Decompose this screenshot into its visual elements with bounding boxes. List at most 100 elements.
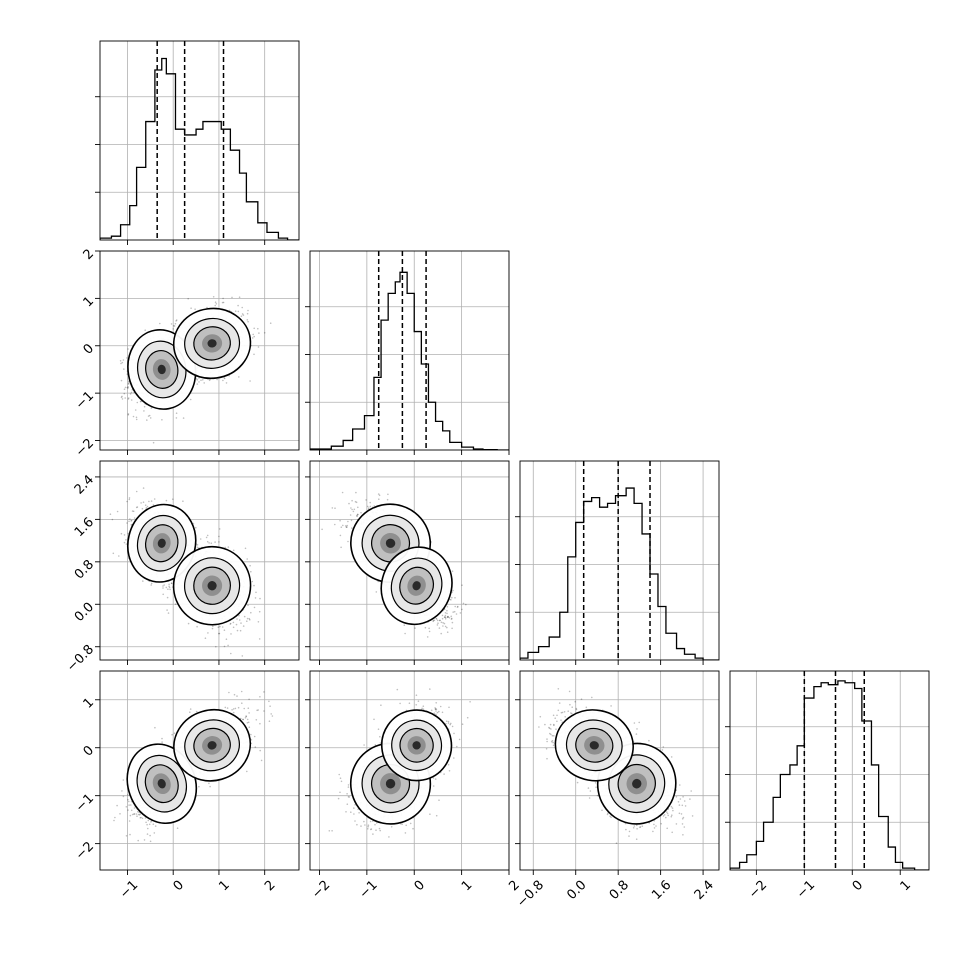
scatter-point (238, 619, 241, 621)
scatter-point (446, 605, 449, 608)
scatter-point (356, 514, 358, 517)
scatter-point (124, 397, 126, 399)
scatter-point (130, 524, 133, 526)
scatter-point (135, 418, 138, 421)
scatter-point (223, 645, 226, 648)
scatter-point (215, 645, 217, 648)
scatter-point (224, 546, 226, 549)
scatter-point (444, 614, 447, 617)
scatter-point (357, 513, 359, 516)
scatter-point (348, 502, 350, 505)
panel-frame (99, 460, 300, 661)
scatter-point (125, 543, 128, 545)
scatter-point (168, 586, 171, 589)
scatter-point (228, 309, 231, 312)
y-tick-label-2-1: 0.0 (72, 600, 97, 625)
scatter-point (346, 526, 348, 528)
scatter-point (174, 322, 177, 325)
scatter-point (167, 612, 170, 614)
scatter-point (217, 626, 220, 628)
scatter-point (246, 617, 249, 620)
scatter-point (254, 597, 257, 599)
scatter-point (126, 500, 128, 503)
scatter-point (239, 629, 242, 632)
scatter-point (208, 542, 210, 544)
scatter-point (206, 534, 209, 537)
scatter-point (196, 383, 199, 385)
scatter-point (175, 412, 178, 415)
scatter-point (159, 322, 161, 325)
scatter-point (240, 622, 242, 624)
scatter-point (116, 510, 119, 513)
scatter-point (241, 655, 244, 657)
scatter-point (189, 398, 192, 401)
scatter-point (143, 410, 145, 412)
scatter-point (451, 570, 454, 572)
scatter-point (127, 387, 129, 389)
scatter-point (222, 379, 224, 382)
scatter-point (365, 499, 367, 501)
scatter-point (168, 583, 170, 586)
scatter-point (205, 536, 208, 539)
scatter-point (125, 539, 127, 541)
histogram-1 (310, 271, 509, 450)
scatter-point (165, 586, 168, 589)
scatter-point (353, 508, 356, 511)
scatter-point (257, 621, 260, 623)
scatter-point (196, 379, 199, 381)
scatter-point (347, 540, 349, 543)
scatter-point (414, 627, 416, 629)
scatter-point (123, 368, 125, 370)
scatter-point (451, 596, 453, 599)
scatter-point (230, 652, 232, 655)
scatter-point (230, 633, 232, 635)
scatter-point (200, 379, 202, 382)
scatter-point (130, 520, 132, 522)
scatter-point (221, 626, 224, 628)
scatter-point (169, 588, 171, 591)
scatter-point (237, 304, 239, 307)
scatter-point (150, 407, 153, 409)
scatter-point (174, 603, 177, 605)
scatter-point (452, 589, 454, 592)
scatter-point (351, 527, 353, 529)
scatter-point (167, 588, 169, 590)
scatter-point (199, 538, 202, 540)
scatter-point (214, 541, 216, 543)
scatter-point (387, 493, 389, 496)
scatter-point (357, 506, 359, 509)
scatter-point (386, 498, 389, 501)
scatter-point (121, 361, 124, 364)
scatter-point (439, 619, 441, 622)
scatter-point (187, 297, 189, 300)
scatter-point (127, 397, 130, 399)
scatter-point (373, 505, 376, 507)
scatter-point (146, 419, 148, 421)
scatter-point (127, 383, 130, 385)
scatter-point (340, 526, 343, 528)
scatter-point (250, 570, 252, 573)
scatter-point (218, 541, 220, 543)
scatter-point (219, 625, 221, 628)
scatter-point (350, 507, 352, 509)
scatter-point (450, 615, 453, 618)
scatter-point (123, 392, 126, 395)
scatter-point (246, 312, 249, 315)
scatter-point (127, 414, 130, 416)
scatter-point (251, 580, 254, 583)
scatter-point (232, 549, 235, 552)
y-tick-label-1-1: −1 (73, 389, 97, 413)
scatter-point (253, 327, 255, 330)
scatter-point (96, 379, 98, 381)
scatter-point (120, 396, 123, 399)
scatter-point (334, 507, 336, 510)
scatter-point (212, 625, 214, 628)
scatter-point (238, 376, 240, 378)
y-tick-label-2-3: 1.6 (72, 515, 97, 540)
scatter-point (127, 413, 130, 415)
scatter-point (351, 508, 353, 511)
scatter-point (450, 618, 453, 620)
scatter-point (341, 491, 344, 494)
scatter-point (135, 506, 138, 509)
